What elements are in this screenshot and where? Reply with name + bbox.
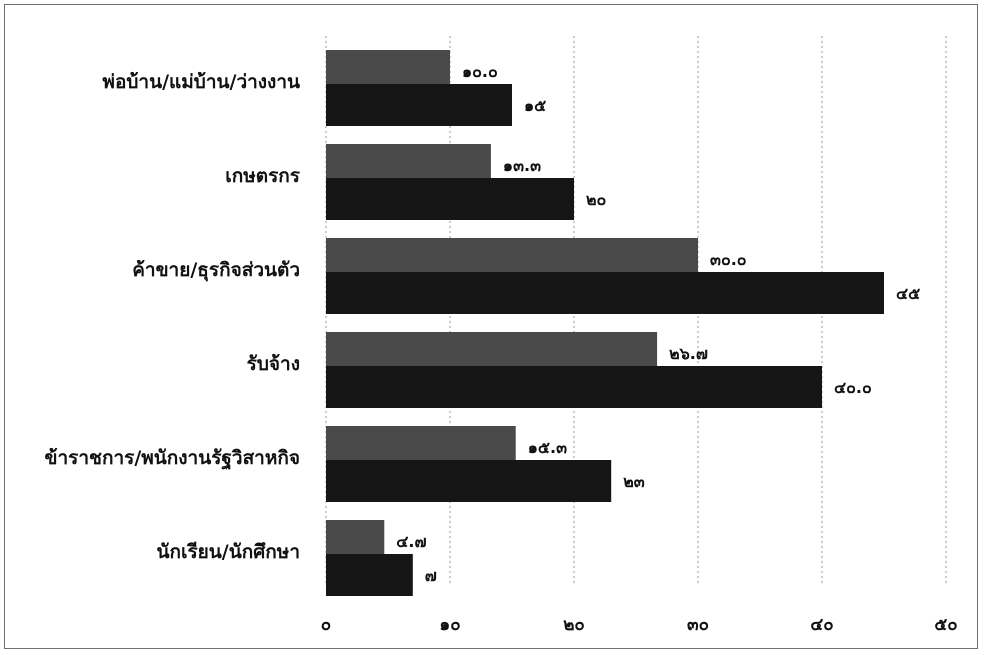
x-tick-label: ๐ [321,615,331,635]
category-label: พ่อบ้าน/แม่บ้าน/ว่างงาน [102,71,300,93]
data-label: ๒๐ [586,190,606,209]
bar [326,272,884,314]
data-label: ๔.๗ [396,532,426,551]
x-tick-label: ๕๐ [934,615,957,635]
data-label: ๒๖.๗ [669,344,708,363]
x-tick-label: ๓๐ [687,615,709,635]
category-label: ค้าขาย/ธุรกิจส่วนตัว [132,259,300,282]
data-label: ๑๕ [524,96,546,115]
x-tick-label: ๒๐ [563,615,585,635]
data-label: ๗ [425,566,437,585]
bars [326,50,884,596]
bar [326,460,612,502]
data-label: ๒๓ [623,472,645,491]
category-label: เกษตรกร [225,165,301,187]
category-label: นักเรียน/นักศึกษา [156,541,300,563]
bar [326,366,822,408]
bar [326,554,413,596]
data-label: ๑๓.๓ [503,156,541,175]
category-label: รับจ้าง [247,353,300,375]
data-label: ๔๕ [896,284,920,303]
bar [326,84,512,126]
category-label: ข้าราชการ/พนักงานรัฐวิสาหกิจ [45,447,300,471]
data-label: ๔๐.๐ [834,378,872,397]
x-tick-label: ๔๐ [810,615,833,635]
x-tick-label: ๑๐ [439,615,460,635]
data-label: ๑๕.๓ [528,438,567,457]
x-tick-labels: ๐ ๑๐ ๒๐ ๓๐ ๔๐ ๕๐ [321,615,958,635]
data-label: ๓๐.๐ [710,250,747,269]
bar [326,178,574,220]
category-labels: พ่อบ้าน/แม่บ้าน/ว่างงานเกษตรกรค้าขาย/ธุร… [45,71,301,563]
data-label: ๑๐.๐ [462,62,498,81]
